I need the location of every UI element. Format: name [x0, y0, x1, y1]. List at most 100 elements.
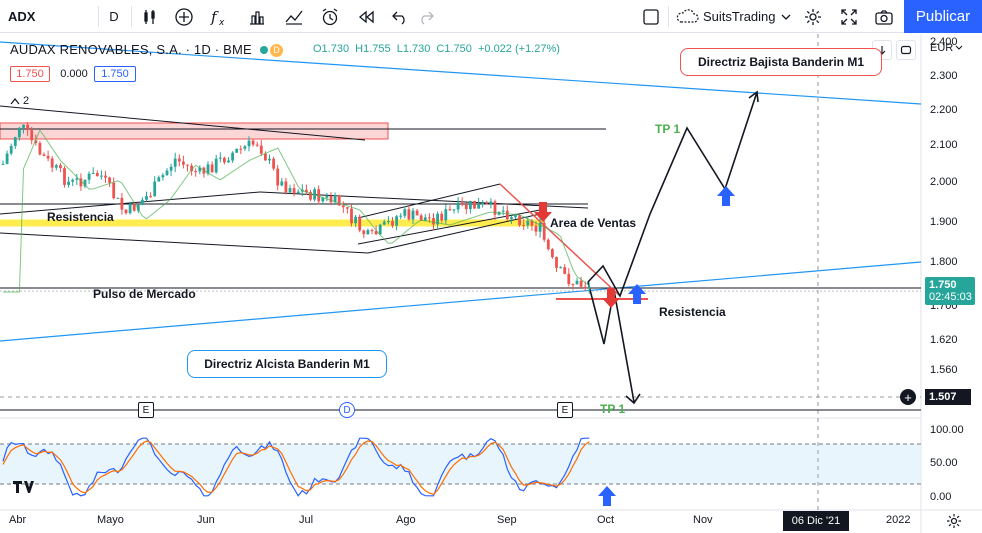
black-trendline-1[interactable] [0, 105, 366, 141]
bar-countdown: 02:45:03 [929, 291, 972, 303]
candle-body [534, 225, 538, 232]
market-open-icon [260, 46, 268, 54]
candle-body [485, 203, 489, 205]
candle-body [116, 197, 120, 199]
gear-icon[interactable] [802, 0, 824, 33]
bullish-trendline-label[interactable]: Directriz Alcista Banderin M1 [187, 350, 387, 378]
symbol-search[interactable]: ADX [8, 9, 36, 24]
time-tick: Jul [299, 514, 314, 526]
candle-body [538, 222, 542, 232]
resistance-label-right[interactable]: Resistencia [659, 305, 726, 319]
chart-settings-gear-icon[interactable] [945, 512, 963, 530]
currency-selector[interactable]: EUR [930, 40, 974, 56]
candle-body [563, 267, 567, 274]
earnings-event-marker[interactable]: E [138, 402, 154, 418]
candle-body [305, 189, 308, 193]
delayed-data-icon: D [270, 43, 283, 57]
earnings-event-marker[interactable]: E [557, 402, 573, 418]
candle-body [329, 196, 333, 203]
candle-body [87, 173, 91, 180]
change-value: +0.022 (+1.27%) [477, 43, 560, 55]
layout-name: SuitsTrading [703, 9, 776, 24]
publish-button[interactable]: Publicar [904, 0, 982, 33]
cloud-icon [676, 8, 699, 23]
layout-square-icon[interactable] [640, 0, 662, 33]
sell-price-button[interactable]: 1.750 [10, 66, 50, 82]
candle-body [587, 286, 591, 289]
candle-body [145, 196, 148, 200]
take-profit-lower-label[interactable]: TP 1 [600, 402, 626, 416]
candle-body [75, 178, 79, 180]
undo-icon[interactable] [388, 0, 412, 33]
templates-icon[interactable] [245, 0, 269, 33]
compare-icon[interactable] [282, 0, 306, 33]
red-descending-line[interactable] [499, 183, 621, 297]
candle-body [71, 179, 75, 182]
flag-upper-line[interactable] [357, 183, 501, 219]
divider [98, 6, 99, 27]
divider [668, 6, 669, 27]
bullish-trendline[interactable] [0, 261, 922, 342]
price-tick: 2.300 [930, 70, 958, 82]
chart-canvas[interactable] [0, 34, 982, 533]
candle-body [350, 208, 353, 224]
close-value: C1.750 [436, 43, 472, 55]
candle-body [292, 188, 296, 194]
chart-area[interactable]: AUDAX RENOVABLES, S.A. · 1D · BME D O1.7… [0, 34, 982, 533]
time-tick: Oct [597, 514, 615, 526]
crosshair-price-label: 1.507 [925, 389, 971, 405]
candle-body [493, 201, 497, 215]
candle-body [210, 164, 214, 173]
candle-body [542, 222, 546, 240]
add-indicator-icon[interactable] [172, 0, 196, 33]
layout-menu[interactable]: SuitsTrading [675, 0, 795, 33]
supply-zone[interactable] [0, 122, 389, 140]
bearish-projection-path[interactable] [587, 281, 635, 403]
candle-body [276, 168, 280, 186]
add-alert-plus-icon[interactable]: + [900, 389, 916, 405]
bearish-trendline[interactable] [0, 41, 922, 105]
candle-body [395, 216, 398, 226]
market-pulse-label[interactable]: Pulso de Mercado [93, 287, 196, 301]
candles-icon[interactable] [138, 0, 162, 33]
tradingview-logo[interactable] [12, 480, 38, 494]
candle-body [91, 173, 95, 175]
buy-arrow-icon [598, 486, 616, 506]
candle-body [387, 221, 390, 223]
indicators-collapse[interactable]: 2 [10, 94, 38, 108]
candle-body [526, 220, 530, 226]
resistance-label-left[interactable]: Resistencia [47, 210, 114, 224]
buy-price-button[interactable]: 1.750 [94, 66, 136, 82]
fullscreen-icon[interactable] [838, 0, 860, 33]
candle-body [440, 213, 444, 221]
symbol-legend-title[interactable]: AUDAX RENOVABLES, S.A. · 1D · BME [10, 42, 252, 57]
sales-area-label[interactable]: Area de Ventas [550, 216, 637, 230]
alert-icon[interactable] [318, 0, 342, 33]
redo-icon[interactable] [414, 0, 438, 33]
interval-button[interactable]: D [109, 9, 119, 24]
candle-body [530, 220, 534, 226]
candle-body [555, 257, 558, 268]
candle-body [571, 284, 575, 286]
black-trendline-2[interactable] [0, 232, 369, 254]
candle-body [559, 267, 562, 269]
replay-icon[interactable] [354, 0, 378, 33]
candle-body [153, 181, 157, 197]
candle-body [169, 166, 173, 171]
candle-body [264, 153, 267, 161]
bearish-trendline-label[interactable]: Directriz Bajista Banderin M1 [680, 48, 882, 76]
camera-icon[interactable] [873, 0, 895, 33]
dividend-event-marker[interactable]: D [339, 402, 355, 418]
take-profit-upper-label[interactable]: TP 1 [655, 122, 681, 136]
time-tick: Jun [197, 514, 215, 526]
candle-body [481, 203, 485, 205]
candle-body [354, 216, 357, 224]
sync-button[interactable] [896, 40, 916, 60]
candle-body [112, 182, 116, 199]
flag-lower-line[interactable] [357, 209, 541, 245]
candle-body [194, 171, 198, 173]
price-tick: 2.200 [930, 104, 958, 116]
candle-body [436, 213, 439, 225]
candle-body [132, 203, 136, 211]
